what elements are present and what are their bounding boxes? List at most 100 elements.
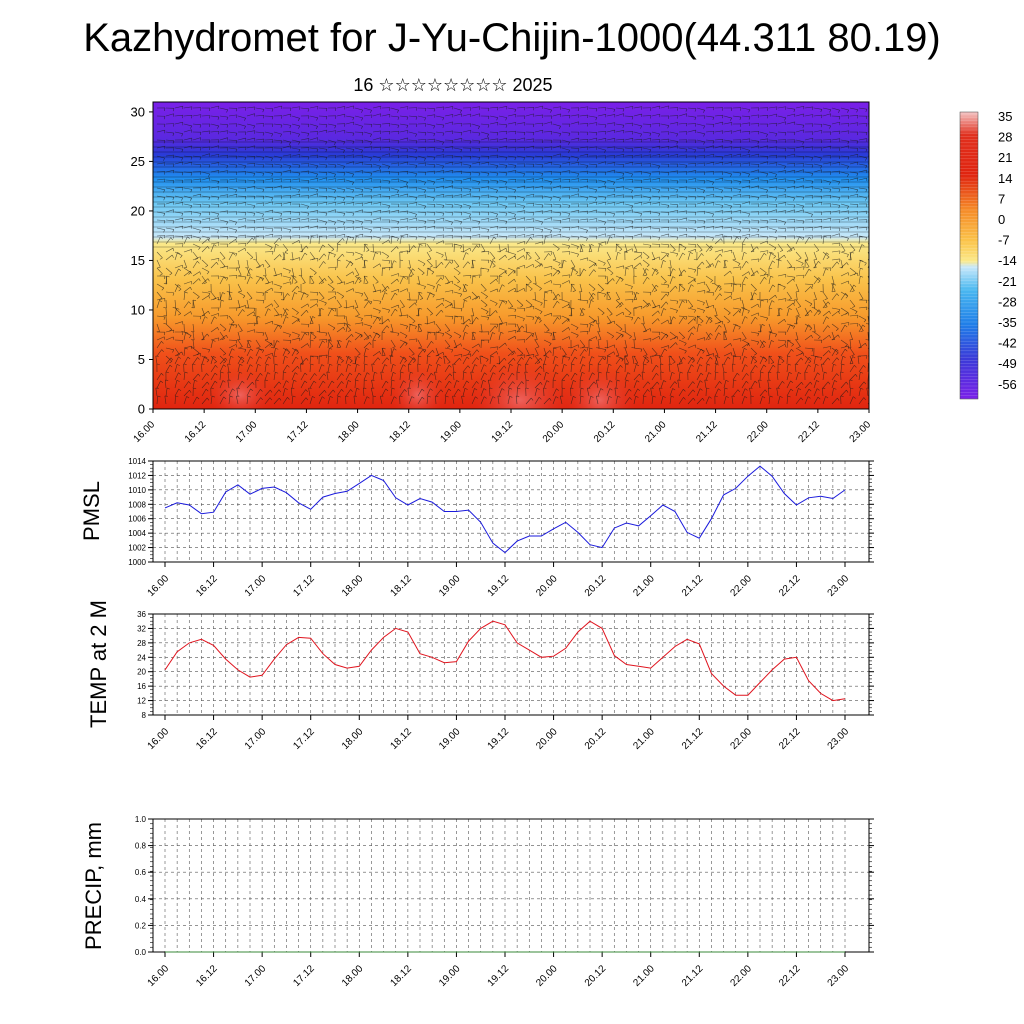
x-tick-label: 20.12: [592, 419, 618, 445]
y-tick-label: 25: [131, 154, 145, 169]
chart-title: Kazhydromet for J-Yu-Chijin-1000(44.311 …: [83, 16, 941, 60]
y-tick-label: 15: [131, 253, 145, 268]
x-tick-label: 20.00: [541, 419, 567, 445]
y-tick-label: 0.0: [135, 948, 147, 957]
y-tick-label: 8: [142, 711, 147, 720]
y-tick-label: 32: [137, 624, 146, 633]
x-tick-label: 16.00: [132, 419, 158, 445]
x-tick-label: 20.00: [534, 963, 560, 989]
chart-subtitle: 16 ☆☆☆☆☆☆☆☆ 2025: [353, 75, 553, 95]
x-tick-label: 16.00: [146, 726, 172, 752]
x-tick-label: 22.00: [745, 419, 771, 445]
x-tick-label: 22.12: [797, 419, 823, 445]
x-tick-label: 16.00: [146, 963, 172, 989]
grid: [153, 460, 869, 563]
series-line: [164, 620, 846, 702]
colorbar-label: -49: [998, 356, 1017, 371]
grid: [153, 613, 869, 716]
y-tick-label: 1000: [128, 558, 146, 567]
x-tick-label: 16.12: [194, 963, 220, 989]
colorbar: 35 28 21 14 7 0 -7 -14 -21 -28 -35 -42 -49 -56: [959, 109, 1017, 400]
y-axis-label: TEMP at 2 M: [86, 600, 111, 728]
x-tick-label: 21.00: [631, 726, 657, 752]
y-tick-label: 30: [131, 104, 145, 119]
heatmap-field: [153, 102, 869, 409]
y-tick-label: 5: [138, 352, 145, 367]
y-tick-label: 28: [137, 639, 146, 648]
x-tick-label: 23.00: [826, 963, 852, 989]
panel-frame: [152, 613, 870, 716]
y-tick-label: 12: [137, 697, 146, 706]
x-tick-label: 18.00: [340, 573, 366, 599]
x-tick-label: 19.12: [486, 726, 512, 752]
x-tick-label: 23.00: [826, 573, 852, 599]
y-tick-label: 36: [137, 610, 146, 619]
x-tick-label: 19.12: [486, 573, 512, 599]
y-tick-label: 1008: [128, 500, 146, 509]
colorbar-label: 7: [998, 191, 1005, 206]
x-tick-label: 20.12: [583, 963, 609, 989]
y-tick-label: 0.2: [135, 921, 147, 930]
colorbar-label: 35: [998, 109, 1012, 124]
x-tick-label: 22.00: [729, 573, 755, 599]
x-tick-label: 16.12: [183, 419, 209, 445]
grid: [153, 818, 869, 953]
x-tick-label: 20.12: [583, 726, 609, 752]
x-tick-label: 19.00: [437, 726, 463, 752]
colorbar-label: 14: [998, 171, 1012, 186]
x-tick-label: 17.12: [291, 573, 317, 599]
y-axis-label: PRECIP, mm: [81, 822, 106, 950]
x-tick-label: 22.12: [777, 726, 803, 752]
colorbar-label: 28: [998, 130, 1012, 145]
x-tick-label: 21.12: [680, 573, 706, 599]
x-tick-label: 19.00: [437, 573, 463, 599]
y-tick-label: 1.0: [135, 815, 147, 824]
x-tick-label: 16.12: [194, 573, 220, 599]
x-tick-label: 23.00: [826, 726, 852, 752]
temp-panel: 36 32 28 24 20 16 12 8 16.00 16.12 17.00 17.12 18.00…: [86, 600, 874, 752]
y-tick-label: 1010: [128, 486, 146, 495]
y-tick-label: 20: [137, 668, 146, 677]
colorbar-bar: [960, 112, 978, 399]
y-tick-label: 0.6: [135, 868, 147, 877]
y-tick-label: 20: [131, 203, 145, 218]
colorbar-label: -56: [998, 377, 1017, 392]
x-tick-label: 17.12: [285, 419, 311, 445]
x-tick-label: 19.00: [439, 419, 465, 445]
x-tick-label: 17.00: [243, 963, 269, 989]
colorbar-label: 21: [998, 150, 1012, 165]
y-tick-label: 1002: [128, 544, 146, 553]
series-line: [164, 465, 846, 554]
y-tick-label: 1006: [128, 515, 146, 524]
temperature-cross-section: 0 5 10 15 20 25 30 16.00 16.12 17.00 17.12 18.00 18…: [131, 101, 873, 445]
contour-lines: [153, 141, 869, 248]
x-tick-label: 20.12: [583, 573, 609, 599]
x-tick-label: 20.00: [534, 726, 560, 752]
x-tick-label: 18.12: [389, 573, 415, 599]
x-tick-label: 21.00: [643, 419, 669, 445]
x-tick-label: 22.00: [729, 726, 755, 752]
y-tick-label: 10: [131, 302, 145, 317]
x-tick-label: 19.12: [490, 419, 516, 445]
panel-frame: [152, 818, 870, 953]
x-tick-label: 18.00: [336, 419, 362, 445]
x-tick-label: 17.12: [291, 726, 317, 752]
y-axis-label: PMSL: [79, 481, 104, 541]
x-tick-label: 18.12: [389, 963, 415, 989]
colorbar-label: 0: [998, 212, 1005, 227]
x-tick-label: 17.00: [234, 419, 260, 445]
x-tick-label: 22.00: [729, 963, 755, 989]
y-tick-label: 1014: [128, 457, 146, 466]
y-tick-label: 24: [137, 653, 146, 662]
y-tick-label: 16: [137, 682, 146, 691]
x-tick-label: 21.12: [694, 419, 720, 445]
x-tick-label: 22.12: [777, 963, 803, 989]
x-tick-label: 21.12: [680, 726, 706, 752]
y-tick-label: 0: [138, 402, 145, 417]
x-tick-label: 21.12: [680, 963, 706, 989]
x-tick-label: 22.12: [777, 573, 803, 599]
y-tick-label: 1012: [128, 471, 146, 480]
x-tick-label: 18.00: [340, 726, 366, 752]
